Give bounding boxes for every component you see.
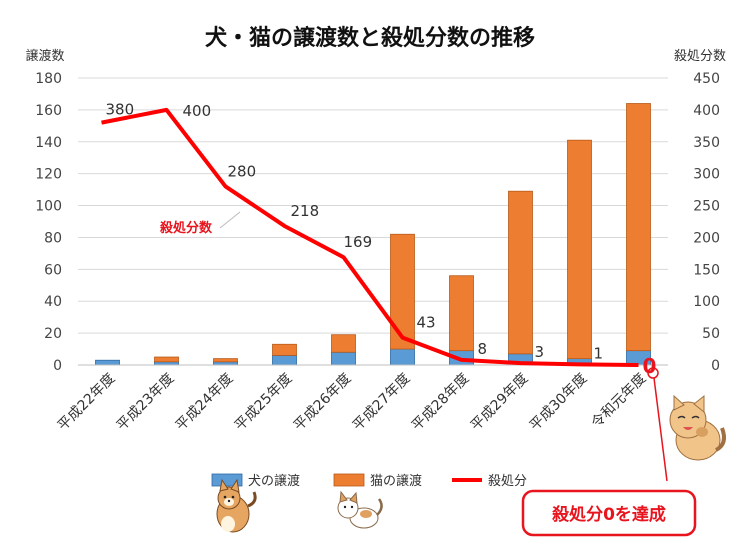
chart-title: 犬・猫の譲渡数と殺処分数の推移	[205, 25, 535, 51]
right-axis-ticks: 0 50 100 150 200 250 300 350 400 450	[693, 71, 720, 374]
data-label: 280	[228, 162, 257, 180]
right-tick-label: 250	[693, 199, 720, 215]
left-tick-label: 80	[44, 230, 62, 246]
right-tick-label: 300	[693, 167, 720, 183]
left-axis-ticks: 0 20 40 60 80 100 120 140 160 180	[35, 71, 62, 374]
left-tick-label: 0	[53, 358, 62, 374]
data-label: 380	[106, 101, 135, 119]
bar-dog	[272, 355, 297, 366]
right-tick-label: 50	[702, 326, 720, 342]
data-label: 8	[478, 340, 488, 358]
callout-box	[521, 489, 697, 537]
callout-pointer	[653, 377, 668, 482]
right-tick-label: 200	[693, 230, 720, 246]
right-tick-label: 400	[693, 103, 720, 119]
right-tick-label: 100	[693, 294, 720, 310]
bar-cat	[449, 275, 474, 352]
line-series-annotation: 殺処分数	[159, 220, 213, 236]
left-tick-label: 160	[35, 103, 62, 119]
left-tick-label: 60	[44, 262, 62, 278]
right-axis-title: 殺処分数	[674, 49, 726, 64]
bar-cat	[390, 233, 415, 350]
legend-label-dog: 犬の譲渡	[248, 473, 300, 489]
right-tick-label: 450	[693, 71, 720, 87]
right-tick-label: 150	[693, 262, 720, 278]
kill-line	[101, 107, 639, 367]
bar-cat	[331, 334, 356, 353]
data-label: 400	[183, 102, 212, 120]
bar-cat	[567, 139, 592, 360]
bar-cat	[508, 190, 533, 355]
category-label: 平成28年度	[409, 371, 473, 435]
data-label: 169	[344, 233, 373, 251]
category-label: 平成29年度	[468, 371, 532, 435]
left-tick-label: 120	[35, 167, 62, 183]
category-label: 平成24年度	[173, 371, 237, 435]
category-label: 平成26年度	[291, 371, 355, 435]
right-tick-label: 0	[711, 358, 720, 374]
gridlines	[78, 77, 668, 334]
category-label: 平成22年度	[55, 371, 119, 435]
cat-illustration-small	[337, 490, 383, 529]
category-label: 平成27年度	[350, 371, 414, 435]
bar-dog	[331, 351, 356, 366]
kill-series-line	[101, 107, 639, 367]
legend-label-kill: 殺処分	[488, 474, 527, 489]
right-tick-label: 350	[693, 135, 720, 151]
bar-dog	[95, 359, 120, 366]
left-axis-title: 譲渡数	[25, 48, 64, 64]
data-label-zero: 0	[643, 354, 657, 378]
category-labels: 平成22年度平成23年度平成24年度平成25年度平成26年度平成27年度平成28…	[55, 371, 650, 435]
legend: 犬の譲渡 猫の譲渡 殺処分	[211, 473, 527, 489]
left-tick-label: 100	[35, 199, 62, 215]
line-label-leader	[219, 211, 241, 229]
category-label: 平成25年度	[232, 371, 296, 435]
left-tick-label: 40	[44, 294, 62, 310]
data-label: 3	[535, 343, 545, 361]
legend-swatch-cat	[333, 473, 365, 487]
category-label: 平成23年度	[114, 371, 178, 435]
left-tick-label: 140	[35, 135, 62, 151]
left-tick-label: 20	[44, 326, 62, 342]
cat-illustration-large	[669, 394, 726, 461]
callout-pointer-dot	[647, 367, 659, 379]
data-label: 43	[417, 314, 436, 332]
bar-cat	[626, 103, 651, 352]
bar-cat	[154, 356, 179, 363]
dog-illustration	[216, 478, 257, 533]
bar-cat	[213, 358, 238, 363]
data-labels: 380 400 280 218 169 43 8 3 1 0	[106, 101, 657, 378]
data-label: 1	[594, 344, 604, 362]
bar-cat	[272, 343, 297, 356]
category-label: 平成30年度	[527, 371, 591, 435]
data-label: 218	[291, 202, 320, 220]
bar-dog	[390, 348, 415, 366]
legend-label-cat: 猫の譲渡	[370, 473, 422, 489]
left-tick-label: 180	[35, 71, 62, 87]
category-label: 令和元年度	[589, 371, 650, 432]
callout-text: 殺処分0を達成	[551, 504, 666, 525]
